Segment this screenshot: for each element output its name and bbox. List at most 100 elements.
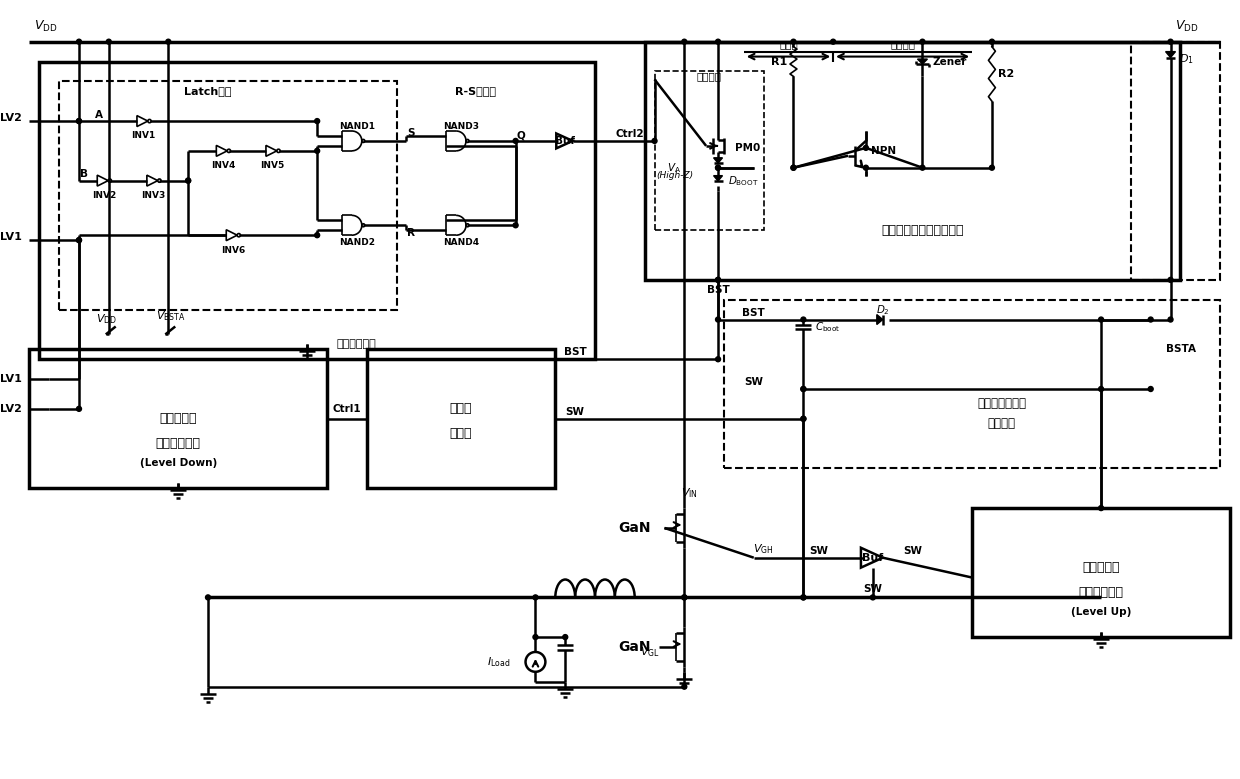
Circle shape [682,39,687,44]
Text: $D_{\rm 1}$: $D_{\rm 1}$ [1179,53,1194,66]
Text: 低压开关: 低压开关 [697,72,722,82]
Text: R1: R1 [771,57,787,66]
Text: Ctrl2: Ctrl2 [615,129,644,139]
Text: S: S [408,128,415,138]
Circle shape [801,595,806,600]
Text: BST: BST [564,347,587,358]
Circle shape [791,39,796,44]
Text: INV4: INV4 [211,161,236,171]
Bar [972,508,1230,637]
Circle shape [1099,317,1104,322]
Text: LV1: LV1 [0,374,21,384]
Circle shape [791,165,796,170]
Text: $V_{\rm IN}$: $V_{\rm IN}$ [681,486,698,500]
Polygon shape [713,175,723,181]
Text: $D_{\rm BOOT}$: $D_{\rm BOOT}$ [728,174,759,188]
Text: NAND2: NAND2 [339,238,374,247]
Text: 电平位移电路: 电平位移电路 [1079,586,1123,599]
Circle shape [315,118,320,124]
Text: NPN: NPN [870,146,897,156]
Text: 第一浮动电源轨产生电路: 第一浮动电源轨产生电路 [882,224,963,237]
Text: (High-Z): (High-Z) [656,171,693,180]
Text: SW: SW [565,407,584,417]
Circle shape [801,595,806,600]
Circle shape [77,407,82,411]
Text: B: B [79,169,88,178]
Circle shape [715,277,720,282]
Circle shape [533,635,538,640]
Circle shape [186,178,191,183]
Circle shape [715,39,720,44]
Text: $C_{\rm boot}$: $C_{\rm boot}$ [815,320,841,334]
Circle shape [920,39,925,44]
Circle shape [715,317,720,322]
Circle shape [863,146,868,150]
Bar [645,42,1180,280]
Text: $V_{\rm A}$: $V_{\rm A}$ [667,160,682,174]
Circle shape [682,684,687,689]
Bar [40,62,595,359]
Text: NAND4: NAND4 [443,238,479,247]
Circle shape [715,277,720,282]
Text: 逻辑控制电路: 逻辑控制电路 [337,340,377,349]
Text: $D_{\rm 2}$: $D_{\rm 2}$ [875,303,889,316]
Circle shape [1168,317,1173,322]
Text: 高压转低压: 高压转低压 [160,412,197,425]
Circle shape [77,238,82,242]
Bar [30,349,327,488]
Circle shape [77,118,82,124]
Text: (Level Up): (Level Up) [1071,608,1131,617]
Text: BSTA: BSTA [1166,344,1195,354]
Circle shape [715,165,720,170]
Circle shape [166,39,171,44]
Text: R2: R2 [998,69,1014,79]
Bar [1131,42,1220,280]
Text: 产生电路: 产生电路 [988,418,1016,430]
Circle shape [990,165,994,170]
Circle shape [563,635,568,640]
Circle shape [1168,277,1173,282]
Text: Latch保护: Latch保护 [185,86,232,97]
Text: SW: SW [744,377,764,387]
Text: 位电路: 位电路 [450,427,472,440]
Text: BST: BST [743,308,765,318]
Circle shape [1148,317,1153,322]
Text: NAND3: NAND3 [443,122,479,131]
Circle shape [513,223,518,227]
Bar [60,81,397,309]
Polygon shape [877,315,883,325]
Text: $V_{\rm GL}$: $V_{\rm GL}$ [640,645,660,659]
Text: 第二浮动电源轨: 第二浮动电源轨 [977,397,1027,411]
Circle shape [715,357,720,361]
Text: Zener: Zener [932,57,967,66]
Text: Q: Q [516,131,525,141]
Polygon shape [1166,51,1176,58]
Text: 电平位移电路: 电平位移电路 [156,437,201,450]
Bar [367,349,556,488]
Text: SW: SW [863,584,883,594]
Circle shape [315,233,320,238]
Text: $V_{\rm GH}$: $V_{\rm GH}$ [754,542,774,555]
Circle shape [870,595,875,600]
Text: INV1: INV1 [131,132,156,140]
Text: GaN: GaN [619,640,651,654]
Text: LV2: LV2 [0,113,21,123]
Circle shape [1168,39,1173,44]
Text: 电压钳: 电压钳 [450,402,472,415]
Circle shape [682,595,687,600]
Text: INV6: INV6 [221,245,246,255]
Circle shape [315,148,320,153]
Circle shape [186,178,191,183]
Text: SW: SW [903,546,923,555]
Circle shape [920,165,925,170]
Text: 初始化: 初始化 [779,39,797,48]
Circle shape [791,165,796,170]
Text: INV5: INV5 [260,161,285,171]
Text: PM0: PM0 [735,143,760,153]
Polygon shape [918,59,928,64]
Text: $V_{\rm BSTA}$: $V_{\rm BSTA}$ [156,310,186,323]
Text: R: R [408,228,415,238]
Circle shape [831,39,836,44]
Circle shape [990,39,994,44]
Text: 有源偏位: 有源偏位 [890,39,915,48]
